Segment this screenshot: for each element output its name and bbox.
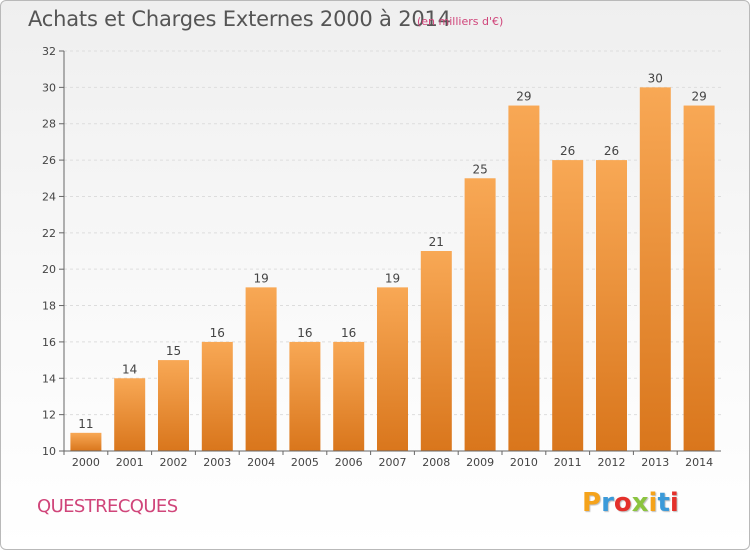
brand-letter: o bbox=[613, 488, 632, 518]
y-tick-label: 22 bbox=[42, 227, 56, 240]
chart-subtitle: (en milliers d'€) bbox=[417, 15, 504, 28]
y-tick-label: 24 bbox=[42, 190, 56, 203]
bar bbox=[639, 87, 671, 451]
y-tick-label: 28 bbox=[42, 118, 56, 131]
x-tick-label: 2003 bbox=[203, 456, 231, 469]
chart-title: Achats et Charges Externes 2000 à 2014 bbox=[28, 7, 451, 31]
bar-value-label: 14 bbox=[122, 362, 137, 376]
bar-value-label: 25 bbox=[472, 162, 487, 176]
x-tick-label: 2010 bbox=[510, 456, 538, 469]
x-tick-label: 2013 bbox=[641, 456, 669, 469]
bar bbox=[420, 251, 452, 451]
bar-value-label: 26 bbox=[560, 144, 575, 158]
bar-value-label: 15 bbox=[166, 344, 181, 358]
brand-letter: r bbox=[601, 488, 614, 518]
y-tick-label: 30 bbox=[42, 81, 56, 94]
bar-value-label: 19 bbox=[253, 271, 268, 285]
x-tick-label: 2000 bbox=[72, 456, 100, 469]
bar-value-label: 16 bbox=[341, 326, 356, 340]
bar-value-label: 21 bbox=[429, 235, 444, 249]
brand-letter: P bbox=[582, 488, 602, 518]
y-tick-label: 10 bbox=[42, 445, 56, 458]
bar bbox=[289, 341, 321, 451]
bar-value-label: 29 bbox=[691, 90, 706, 104]
y-tick-label: 14 bbox=[42, 372, 56, 385]
bar bbox=[245, 287, 277, 451]
x-tick-label: 2014 bbox=[685, 456, 713, 469]
bar-value-label: 11 bbox=[78, 417, 93, 431]
y-tick-label: 20 bbox=[42, 263, 56, 276]
bar-value-label: 26 bbox=[604, 144, 619, 158]
bar bbox=[201, 341, 233, 451]
y-tick-label: 12 bbox=[42, 409, 56, 422]
brand-letter: t bbox=[657, 488, 670, 518]
x-tick-label: 2005 bbox=[291, 456, 319, 469]
bar-value-label: 19 bbox=[385, 271, 400, 285]
bar-value-label: 16 bbox=[297, 326, 312, 340]
bar bbox=[683, 105, 715, 451]
x-tick-label: 2007 bbox=[379, 456, 407, 469]
bar bbox=[333, 341, 365, 451]
bar-value-label: 16 bbox=[210, 326, 225, 340]
x-tick-label: 2008 bbox=[422, 456, 450, 469]
x-tick-label: 2011 bbox=[554, 456, 582, 469]
y-tick-label: 26 bbox=[42, 154, 56, 167]
brand-letter: i bbox=[669, 488, 679, 518]
brand-letter: x bbox=[631, 488, 649, 518]
bar bbox=[158, 360, 189, 451]
y-tick-label: 18 bbox=[42, 300, 56, 313]
bar bbox=[70, 432, 102, 451]
x-tick-label: 2006 bbox=[335, 456, 363, 469]
bar bbox=[377, 287, 408, 451]
proxiti-logo[interactable]: Proxiti bbox=[582, 488, 679, 518]
x-tick-label: 2001 bbox=[116, 456, 144, 469]
bar bbox=[464, 178, 496, 452]
y-tick-label: 32 bbox=[42, 45, 56, 58]
x-tick-label: 2009 bbox=[466, 456, 494, 469]
x-tick-label: 2002 bbox=[160, 456, 188, 469]
brand-letter: i bbox=[648, 488, 658, 518]
commune-name: QUESTRECQUES bbox=[37, 496, 178, 517]
x-tick-label: 2012 bbox=[598, 456, 626, 469]
bar-value-label: 29 bbox=[516, 90, 531, 104]
bar bbox=[508, 105, 540, 451]
bar bbox=[552, 160, 584, 451]
bar bbox=[596, 160, 627, 451]
y-tick-label: 16 bbox=[42, 336, 56, 349]
x-tick-label: 2004 bbox=[247, 456, 275, 469]
bar bbox=[114, 378, 146, 451]
bar-value-label: 30 bbox=[648, 71, 663, 85]
